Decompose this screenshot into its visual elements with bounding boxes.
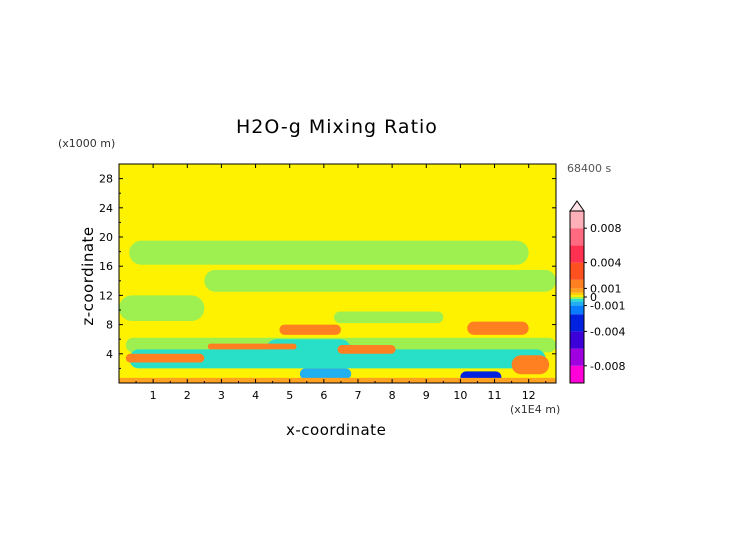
colorbar-band xyxy=(570,314,584,332)
colorbar-band xyxy=(570,288,584,293)
colorbar-extension-arrow xyxy=(569,200,585,212)
chart-title: H2O-g Mixing Ratio xyxy=(236,116,438,138)
x-tick-label: 7 xyxy=(354,389,361,402)
colorbar-band xyxy=(570,262,584,280)
colorbar-band xyxy=(570,297,584,299)
colorbar-band xyxy=(570,365,584,383)
y-tick-label: 16 xyxy=(99,260,113,273)
x-tick-label: 5 xyxy=(286,389,293,402)
colorbar-label: 0.004 xyxy=(590,257,622,270)
x-tick-label: 1 xyxy=(150,389,157,402)
field-region xyxy=(279,324,341,335)
colorbar-band xyxy=(570,211,584,229)
y-tick-label: 12 xyxy=(99,289,113,302)
colorbar-band xyxy=(570,298,584,302)
field-region xyxy=(337,345,396,354)
colorbar-label: 0.001 xyxy=(590,282,622,295)
field-region xyxy=(129,240,529,265)
x-tick-label: 12 xyxy=(522,389,536,402)
colorbar-band xyxy=(570,305,584,315)
field-region xyxy=(334,311,444,324)
colorbar-label: -0.001 xyxy=(590,300,625,313)
colorbar-band xyxy=(570,301,584,306)
colorbar-label: -0.004 xyxy=(590,325,625,338)
y-tick-label: 4 xyxy=(106,348,113,361)
y-tick-label: 20 xyxy=(99,231,113,244)
colorbar-band xyxy=(570,228,584,246)
colorbar-band xyxy=(570,292,584,296)
field-region xyxy=(125,353,205,363)
colorbar-band xyxy=(570,295,584,297)
plot-frame xyxy=(118,163,557,384)
x-unit-label: (x1E4 m) xyxy=(510,403,561,416)
y-tick-label: 24 xyxy=(99,202,113,215)
field-region xyxy=(119,164,556,197)
x-axis-label: x-coordinate xyxy=(286,421,387,439)
field-region xyxy=(467,321,529,335)
field-region xyxy=(119,377,556,383)
field-region xyxy=(119,228,556,235)
x-tick-label: 6 xyxy=(320,389,327,402)
field-region xyxy=(204,269,556,292)
colorbar-band xyxy=(570,331,584,349)
time-label: 68400 s xyxy=(567,162,612,175)
x-tick-label: 4 xyxy=(252,389,259,402)
colorbar-label: 0.008 xyxy=(590,222,622,235)
x-tick-label: 11 xyxy=(488,389,502,402)
colorbar-band xyxy=(570,245,584,263)
y-axis-label: z-coordinate xyxy=(79,226,97,326)
y-tick-label: 28 xyxy=(99,173,113,186)
field-region xyxy=(207,343,297,350)
x-tick-label: 10 xyxy=(453,389,467,402)
y-unit-label: (x1000 m) xyxy=(58,137,116,150)
x-tick-label: 9 xyxy=(423,389,430,402)
y-tick-label: 8 xyxy=(106,319,113,332)
x-tick-label: 3 xyxy=(218,389,225,402)
colorbar-label: 0 xyxy=(590,291,597,304)
x-tick-label: 8 xyxy=(389,389,396,402)
field-region xyxy=(511,355,550,375)
x-tick-label: 2 xyxy=(184,389,191,402)
colorbar-band xyxy=(570,279,584,289)
field-region xyxy=(119,295,205,321)
field-region xyxy=(299,368,352,380)
field-region xyxy=(119,196,556,227)
colorbar-label: -0.008 xyxy=(590,360,625,373)
colorbar-band xyxy=(570,348,584,366)
